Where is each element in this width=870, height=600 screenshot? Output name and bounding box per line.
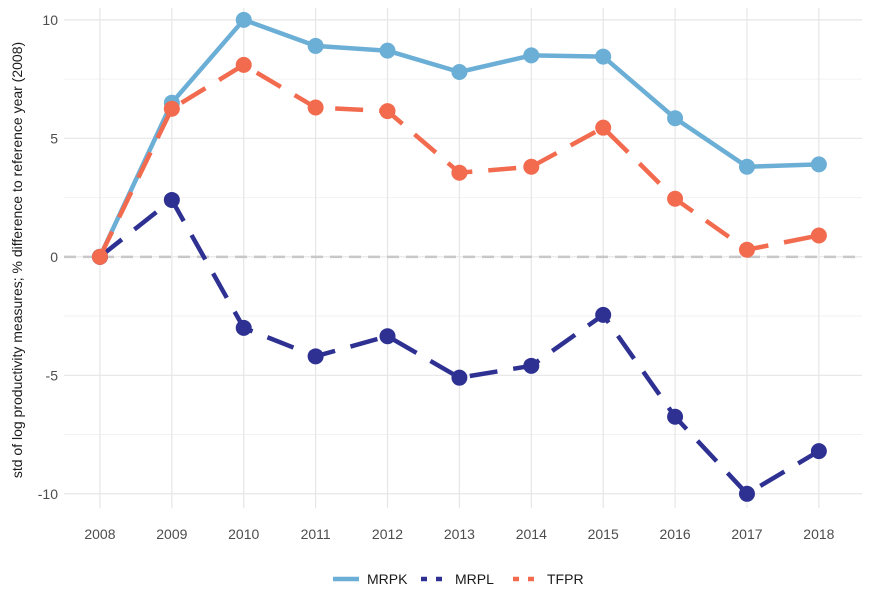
data-point-tfpr <box>235 56 252 73</box>
data-point-mrpl <box>379 328 396 345</box>
x-tick-label: 2010 <box>228 526 259 542</box>
x-tick-label: 2009 <box>156 526 187 542</box>
y-tick-label: -10 <box>38 486 58 502</box>
legend-label-mrpl: MRPL <box>455 571 494 587</box>
data-point-tfpr <box>595 119 612 136</box>
x-tick-label: 2015 <box>588 526 619 542</box>
data-point-mrpl <box>451 369 468 386</box>
data-point-mrpl <box>163 191 180 208</box>
y-tick-label: 5 <box>50 130 58 146</box>
data-point-mrpk <box>235 11 252 28</box>
x-tick-label: 2011 <box>301 526 331 542</box>
data-point-tfpr <box>307 99 324 116</box>
data-point-mrpl <box>235 319 252 336</box>
legend-label-mrpk: MRPK <box>367 571 408 587</box>
x-tick-label: 2018 <box>803 526 834 542</box>
data-point-mrpk <box>451 63 468 80</box>
data-point-mrpl <box>667 408 684 425</box>
x-tick-label: 2012 <box>372 526 403 542</box>
y-axis-title: std of log productivity measures; % diff… <box>9 42 25 478</box>
data-point-mrpk <box>738 158 755 175</box>
legend: MRPK MRPL TFPR <box>333 571 584 587</box>
x-tick-label: 2013 <box>444 526 475 542</box>
data-point-mrpk <box>307 37 324 54</box>
data-point-tfpr <box>667 190 684 207</box>
data-point-tfpr <box>523 158 540 175</box>
data-point-tfpr <box>451 164 468 181</box>
plot-area: 10 5 0 -5 -10 2008 2009 2010 2011 2012 2013 2014 201… <box>38 8 862 542</box>
data-point-mrpl <box>523 357 540 374</box>
legend-label-tfpr: TFPR <box>547 571 584 587</box>
data-point-mrpk <box>523 47 540 64</box>
x-tick-label: 2016 <box>660 526 691 542</box>
y-tick-label: -5 <box>46 367 59 383</box>
data-point-tfpr <box>163 100 180 117</box>
x-tick-label: 2008 <box>84 526 115 542</box>
series-line-mrpl <box>98 197 821 497</box>
x-tick-label: 2014 <box>516 526 547 542</box>
y-tick-label: 0 <box>50 249 58 265</box>
data-point-tfpr <box>91 248 108 265</box>
y-tick-label: 10 <box>42 12 58 28</box>
data-point-tfpr <box>810 227 827 244</box>
data-point-mrpk <box>810 156 827 173</box>
x-tick-label: 2017 <box>731 526 762 542</box>
data-point-mrpl <box>810 443 827 460</box>
data-point-mrpl <box>738 485 755 502</box>
data-point-mrpk <box>595 48 612 65</box>
data-point-mrpk <box>667 110 684 127</box>
data-point-tfpr <box>738 241 755 258</box>
data-point-tfpr <box>379 103 396 120</box>
data-point-mrpl <box>595 306 612 323</box>
data-point-mrpl <box>307 348 324 365</box>
data-point-mrpk <box>379 42 396 59</box>
